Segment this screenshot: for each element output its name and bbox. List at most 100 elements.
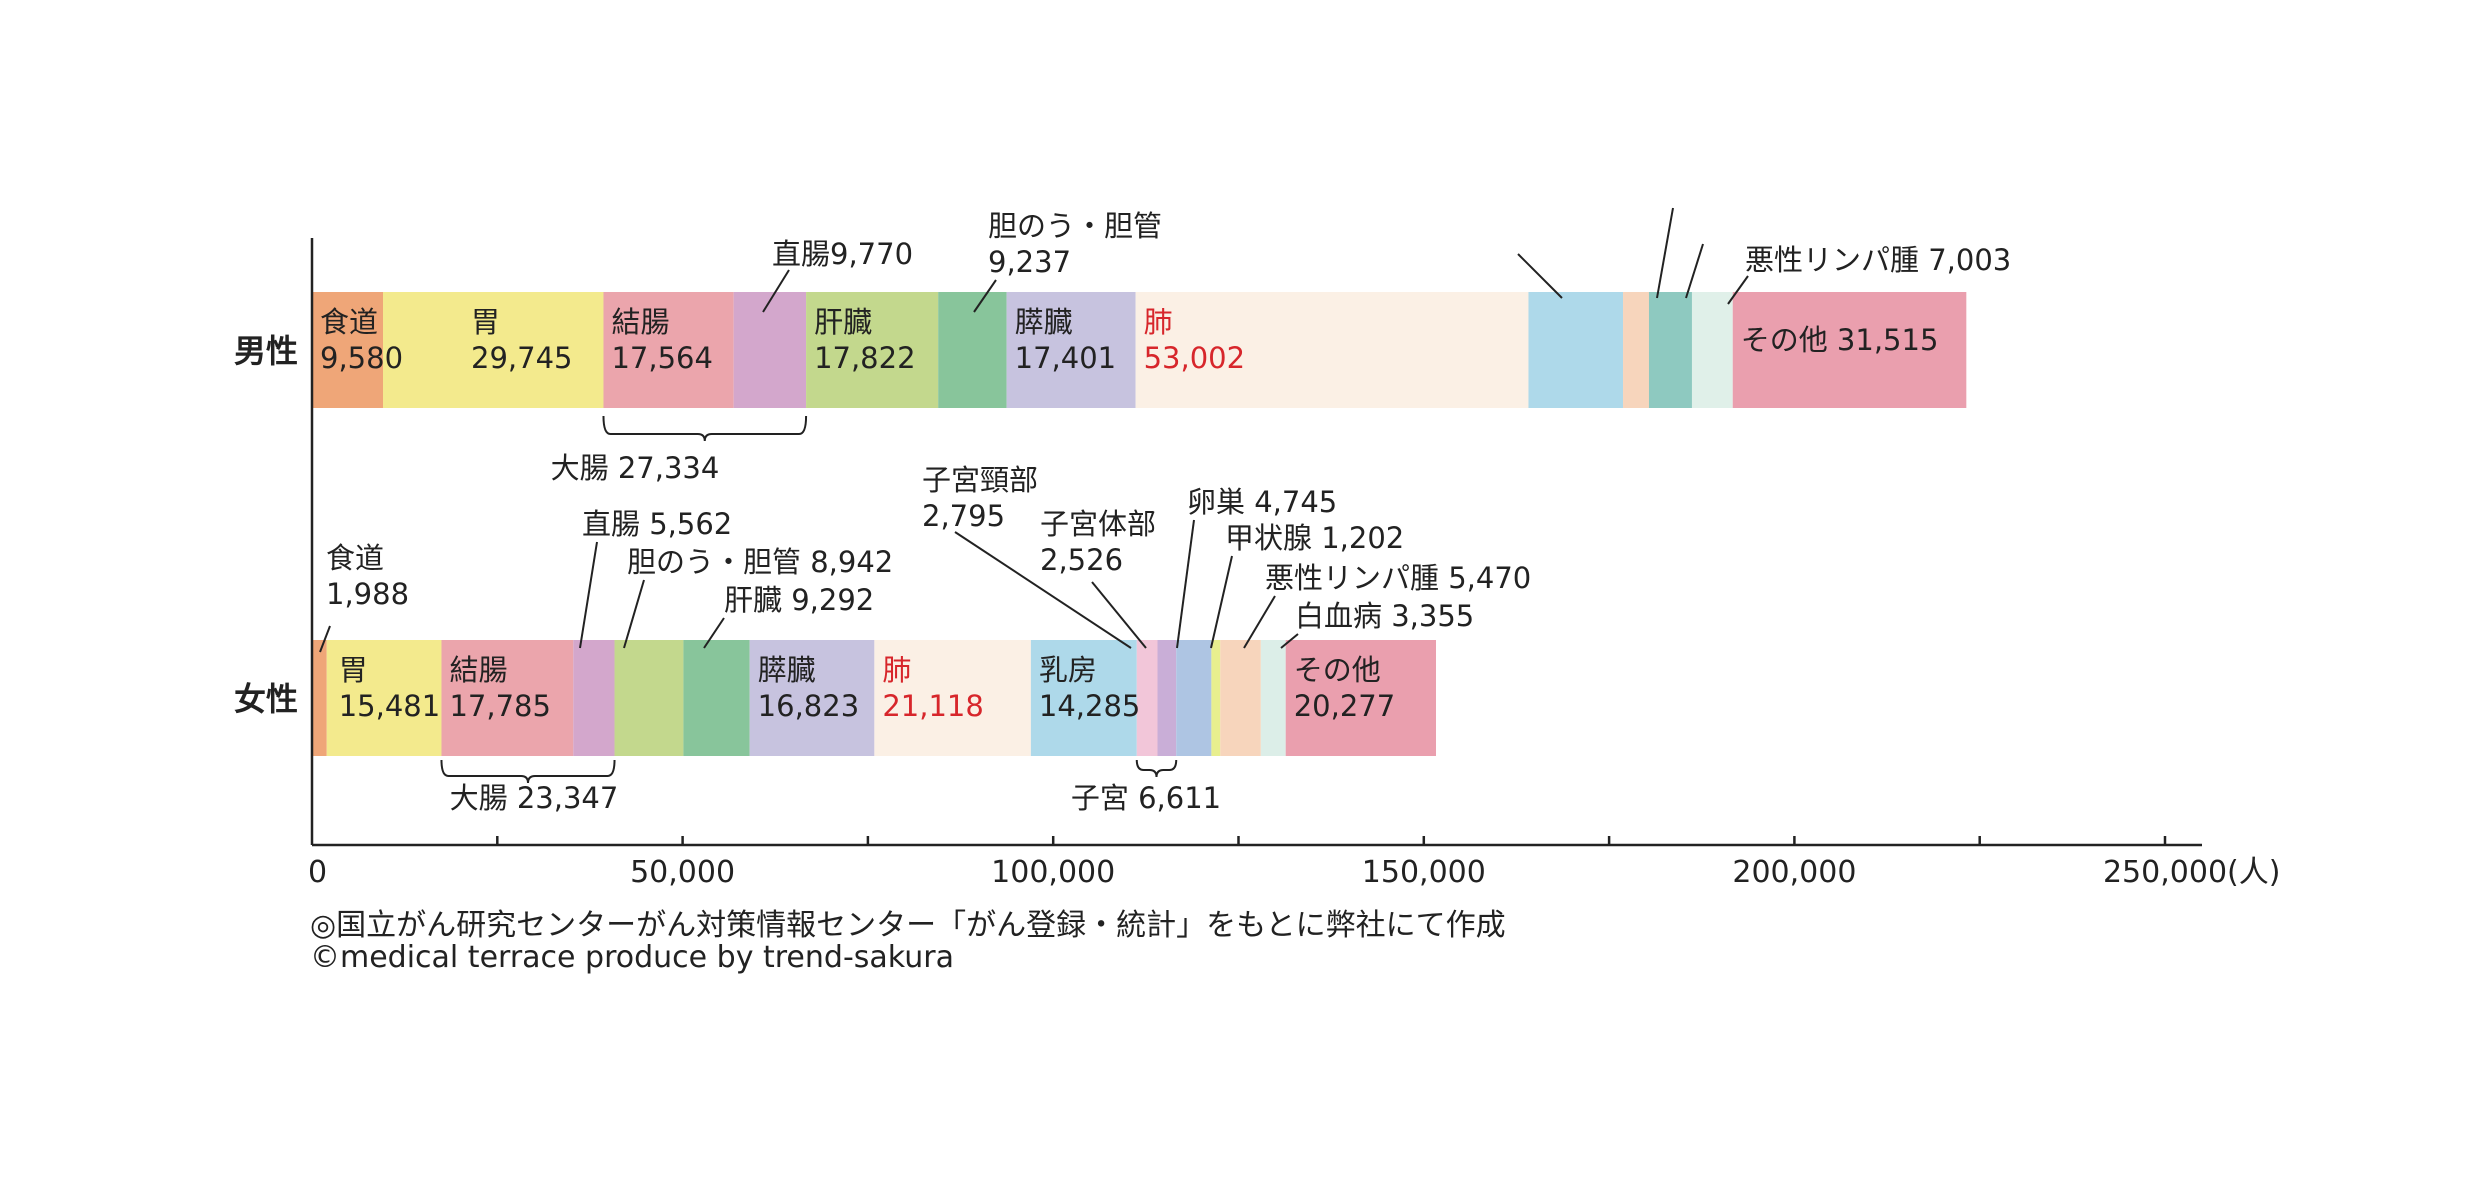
bar-segment-female-9 bbox=[1030, 640, 1137, 756]
data-label-female-esophagus: 1,988 bbox=[326, 577, 409, 611]
bar-segment-female-3 bbox=[441, 640, 574, 756]
data-label-female-stomach: 15,481 bbox=[339, 689, 440, 723]
x-tick-label: 200,000 bbox=[1732, 855, 1856, 890]
x-tick-label: 150,000 bbox=[1362, 855, 1486, 890]
bar-segment-female-7 bbox=[749, 640, 875, 756]
bar-segment-male-12 bbox=[1691, 292, 1733, 408]
leader-line bbox=[1727, 275, 1749, 305]
data-label-female-cervix: 子宮頸部 bbox=[922, 463, 1038, 497]
x-tick-label: 250,000 bbox=[2103, 855, 2227, 890]
leader-line bbox=[1243, 595, 1276, 649]
leader-line bbox=[762, 269, 790, 313]
data-label-female-colon: 17,785 bbox=[449, 689, 550, 723]
bar-segment-female-13 bbox=[1211, 640, 1221, 756]
bar-segment-male-10 bbox=[1623, 292, 1649, 408]
data-label-female-lung: 肺 bbox=[882, 653, 911, 687]
bar-segment-female-4 bbox=[573, 640, 615, 756]
leader-line bbox=[1210, 555, 1233, 649]
data-label-female-other: 20,277 bbox=[1294, 689, 1395, 723]
leader-line bbox=[954, 531, 1132, 649]
leader-line bbox=[623, 579, 645, 649]
data-label-female-stomach: 胃 bbox=[339, 653, 368, 687]
bar-segment-female-16 bbox=[1285, 640, 1437, 756]
data-label-male-colon: 17,564 bbox=[611, 341, 712, 375]
bar-segment-female-6 bbox=[683, 640, 750, 756]
category-label-male: 男性 bbox=[234, 332, 298, 370]
x-tick-label: 50,000 bbox=[630, 855, 735, 890]
bar-segment-male-9 bbox=[1528, 292, 1624, 408]
bar-segment-male-5 bbox=[806, 292, 939, 408]
leader-line bbox=[1685, 243, 1704, 299]
data-label-female-lymphoma: 悪性リンパ腫 5,470 bbox=[1265, 561, 1531, 595]
category-label-female: 女性 bbox=[234, 680, 298, 718]
bar-segment-male-7 bbox=[1006, 292, 1136, 408]
bar-segment-female-11 bbox=[1157, 640, 1177, 756]
data-label-male-lymphoma: 悪性リンパ腫 7,003 bbox=[1745, 243, 2011, 277]
data-label-male-gallbladder: 胆のう・胆管 bbox=[988, 209, 1162, 243]
bar-segment-male-2 bbox=[383, 292, 604, 408]
data-label-female-breast: 14,285 bbox=[1039, 689, 1140, 723]
bar-segment-female-5 bbox=[614, 640, 684, 756]
data-label-female-gallbladder: 胆のう・胆管 8,942 bbox=[627, 545, 893, 579]
source-note: ◎国立がん研究センターがん対策情報センター「がん登録・統計」をもとに弊社にて作成 bbox=[310, 908, 1506, 943]
data-label-female-leukemia: 白血病 3,355 bbox=[1295, 599, 1474, 633]
data-label-male-pancreas: 膵臓 bbox=[1015, 305, 1073, 339]
leader-line bbox=[1176, 519, 1195, 649]
bar-segment-male-4 bbox=[733, 292, 807, 408]
brace bbox=[1135, 759, 1178, 778]
data-label-female-colon: 結腸 bbox=[449, 653, 507, 687]
brace-label-male-large-intestine: 大腸 27,334 bbox=[551, 451, 720, 485]
brace bbox=[602, 415, 808, 442]
bar-segment-male-11 bbox=[1648, 292, 1692, 408]
copyright-note: ©medical terrace produce by trend-sakura bbox=[310, 940, 954, 975]
data-label-female-pancreas: 膵臓 bbox=[758, 653, 816, 687]
x-tick-label: 100,000 bbox=[991, 855, 1115, 890]
bar-segment-female-2 bbox=[326, 640, 442, 756]
data-label-female-cervix: 2,795 bbox=[922, 499, 1005, 533]
data-label-female-ovary: 卵巣 4,745 bbox=[1187, 485, 1337, 519]
data-label-female-other: その他 bbox=[1294, 653, 1381, 687]
data-label-male-liver: 肝臓 bbox=[814, 305, 872, 339]
data-label-female-uterine-body: 子宮体部 bbox=[1040, 507, 1156, 541]
data-label-male-other: その他 31,515 bbox=[1741, 323, 1939, 357]
bar-segment-male-1 bbox=[312, 292, 384, 408]
data-label-female-rectum: 直腸 5,562 bbox=[582, 507, 732, 541]
data-label-male-lung: 肺 bbox=[1144, 305, 1173, 339]
data-label-female-liver: 肝臓 9,292 bbox=[724, 583, 874, 617]
data-label-male-lung: 53,002 bbox=[1144, 341, 1245, 375]
leader-line bbox=[1517, 253, 1563, 299]
leader-line bbox=[319, 625, 331, 653]
data-label-male-pancreas: 17,401 bbox=[1015, 341, 1116, 375]
data-label-male-colon: 結腸 bbox=[611, 305, 669, 339]
x-axis-unit: (人) bbox=[2227, 855, 2280, 890]
leader-line bbox=[1280, 633, 1299, 649]
data-label-male-esophagus: 9,580 bbox=[320, 341, 403, 375]
data-label-male-stomach: 胃 bbox=[471, 305, 500, 339]
bar-segment-female-15 bbox=[1260, 640, 1286, 756]
data-label-male-stomach: 29,745 bbox=[471, 341, 572, 375]
leader-line bbox=[703, 617, 725, 649]
leader-line bbox=[1656, 207, 1674, 299]
bar-segment-female-14 bbox=[1220, 640, 1261, 756]
data-label-female-lung: 21,118 bbox=[882, 689, 983, 723]
bar-segment-male-8 bbox=[1135, 292, 1529, 408]
data-label-female-thyroid: 甲状腺 1,202 bbox=[1225, 521, 1404, 555]
bar-segment-male-3 bbox=[603, 292, 734, 408]
data-label-male-gallbladder: 9,237 bbox=[988, 245, 1071, 279]
bar-segment-male-13 bbox=[1732, 292, 1967, 408]
bar-segment-male-6 bbox=[938, 292, 1007, 408]
leader-line bbox=[973, 279, 997, 313]
bar-segment-female-12 bbox=[1176, 640, 1212, 756]
data-label-female-breast: 乳房 bbox=[1039, 653, 1097, 687]
data-label-female-pancreas: 16,823 bbox=[758, 689, 859, 723]
leader-line bbox=[579, 541, 598, 649]
data-label-female-esophagus: 食道 bbox=[326, 541, 384, 575]
brace-label-female-large-intestine: 大腸 23,347 bbox=[450, 781, 619, 815]
x-tick-label: 0 bbox=[308, 855, 327, 890]
bar-segment-female-8 bbox=[874, 640, 1031, 756]
bar-segment-female-10 bbox=[1136, 640, 1158, 756]
brace bbox=[440, 759, 616, 784]
brace-label-female-uterus: 子宮 6,611 bbox=[1071, 781, 1221, 815]
data-label-male-liver: 17,822 bbox=[814, 341, 915, 375]
